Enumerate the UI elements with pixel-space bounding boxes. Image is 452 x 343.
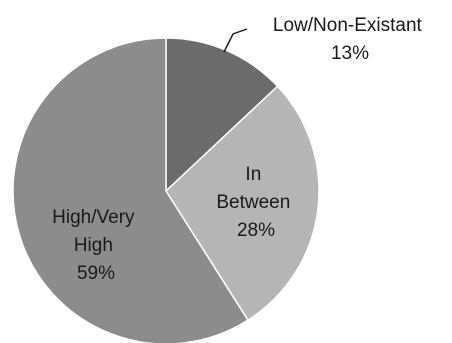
pie-slices [12, 37, 320, 343]
pie-slice-low-non-existant [165, 37, 279, 193]
slice-label-in-between: In Between 28% [216, 164, 295, 241]
slice-name-high-line2: High [74, 235, 113, 256]
slice-name-low: Low/Non-Existant [273, 15, 423, 36]
slice-name-high-line1: High/Very [52, 207, 135, 228]
slice-leader-line-low [223, 28, 248, 53]
pie-slice-high-very-high [12, 37, 250, 343]
slice-percent-low: 13% [331, 43, 369, 64]
pie-slice-in-between [165, 85, 320, 322]
slice-name-in-between-line1: In [245, 164, 261, 185]
slice-percent-high: 59% [77, 263, 115, 284]
slice-label-high: High/Very High 59% [52, 207, 140, 284]
slice-label-low: Low/Non-Existant 13% [273, 15, 427, 64]
slice-percent-in-between: 28% [237, 220, 275, 241]
slice-name-in-between-line2: Between [216, 192, 290, 213]
